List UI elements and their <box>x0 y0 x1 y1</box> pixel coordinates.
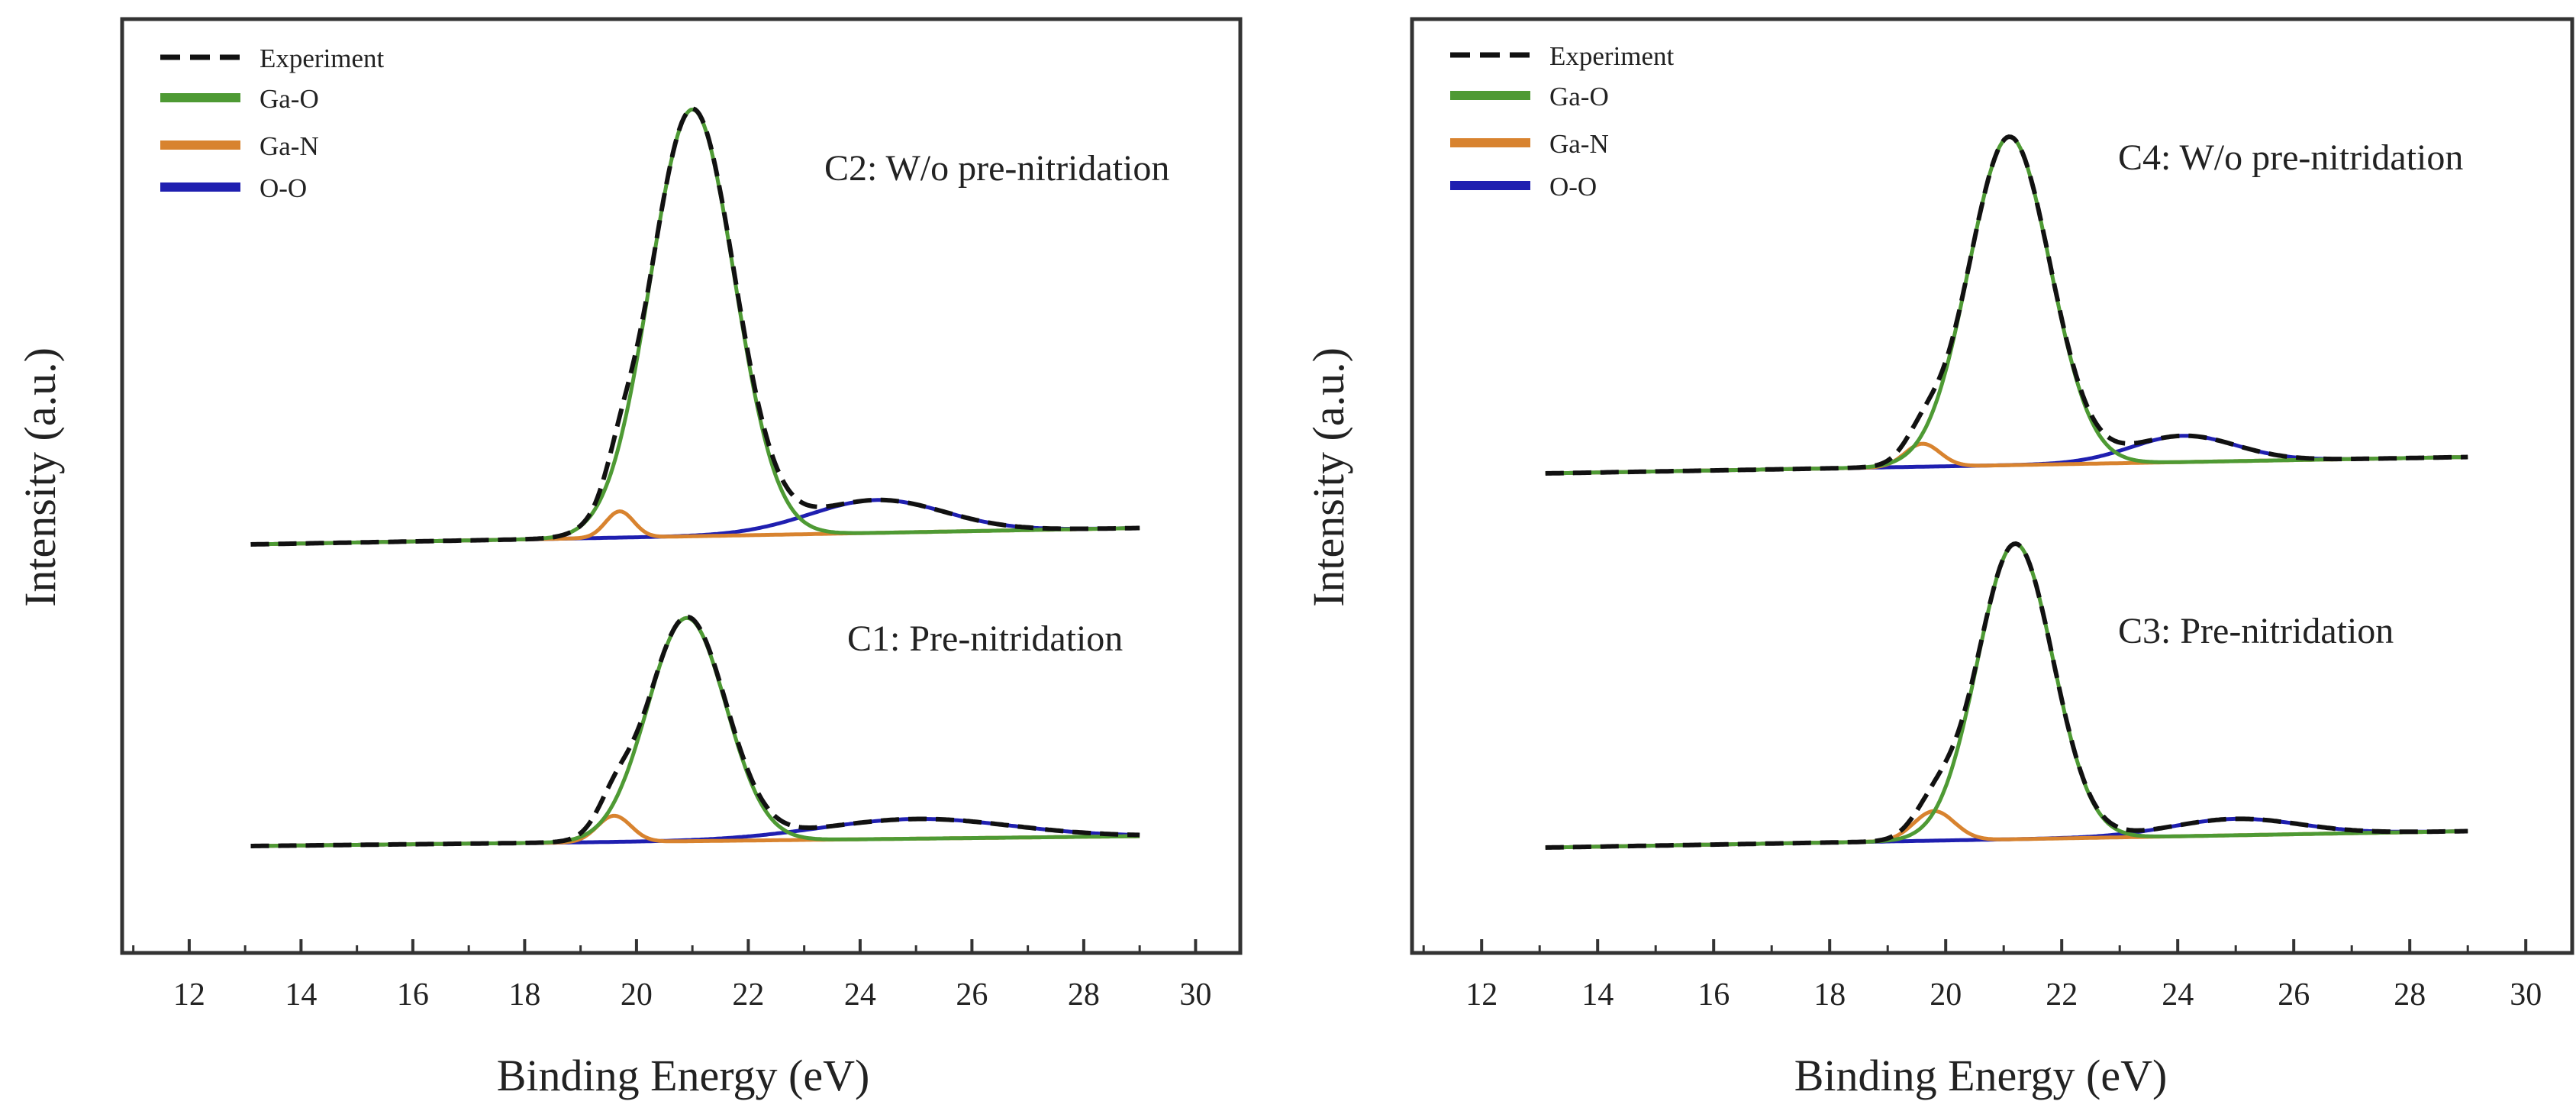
legend-experiment-label: Experiment <box>1549 41 1675 71</box>
x-axis-ticks: 12 14 16 18 20 22 24 26 28 30 <box>1422 939 2542 1012</box>
y-axis-label: Intensity (a.u.) <box>15 347 65 607</box>
x-tick-label: 22 <box>2046 977 2078 1012</box>
x-tick-label: 14 <box>1581 977 1614 1012</box>
spectra-curves <box>250 106 1140 848</box>
legend-ga-o-label: Ga-O <box>260 84 319 114</box>
x-axis-label: Binding Energy (eV) <box>497 1051 870 1100</box>
x-tick-label: 28 <box>1068 977 1100 1012</box>
x-tick-label: 12 <box>1465 977 1498 1012</box>
ga-o-curve <box>1545 134 2468 476</box>
o-o-curve <box>1545 434 2468 476</box>
x-tick-label: 26 <box>2278 977 2310 1012</box>
legend-o-o-label: O-O <box>1549 172 1597 202</box>
ga-n-curve <box>250 509 1140 547</box>
x-tick-label: 18 <box>508 977 540 1012</box>
legend-o-o-label: O-O <box>260 173 307 203</box>
x-tick-label: 24 <box>2162 977 2194 1012</box>
legend-experiment-label: Experiment <box>260 44 385 73</box>
x-tick-label: 22 <box>732 977 764 1012</box>
experiment-curve <box>1545 541 2468 850</box>
x-tick-label: 30 <box>2510 977 2542 1012</box>
x-tick-label: 24 <box>844 977 876 1012</box>
experiment-curve <box>1545 134 2468 476</box>
x-tick-label: 20 <box>1930 977 1962 1012</box>
x-tick-label: 14 <box>285 977 317 1012</box>
x-tick-label: 28 <box>2394 977 2426 1012</box>
experiment-curve <box>250 106 1140 547</box>
legend: Experiment Ga-O Ga-N O-O <box>160 44 385 203</box>
ga-o-curve <box>1545 541 2468 850</box>
legend-ga-o-label: Ga-O <box>1549 82 1609 111</box>
x-tick-label: 16 <box>1697 977 1730 1012</box>
right-panel: Experiment Ga-O Ga-N O-O C4: W/o pre-nit… <box>1304 17 2574 1100</box>
plot-frame <box>1410 17 2574 955</box>
x-tick-label: 20 <box>621 977 653 1012</box>
x-axis-label: Binding Energy (eV) <box>1794 1051 2168 1100</box>
x-tick-label: 18 <box>1814 977 1846 1012</box>
x-tick-label: 12 <box>173 977 205 1012</box>
x-tick-label: 16 <box>397 977 429 1012</box>
y-axis-label: Intensity (a.u.) <box>1304 347 1353 607</box>
experiment-curve <box>250 614 1140 848</box>
annotation-c3: C3: Pre-nitridation <box>2118 611 2394 651</box>
annotation-c1: C1: Pre-nitridation <box>847 618 1123 659</box>
legend-ga-n-label: Ga-N <box>260 131 319 161</box>
legend: Experiment Ga-O Ga-N O-O <box>1450 41 1675 202</box>
plot-frame <box>120 17 1243 955</box>
x-tick-label: 26 <box>956 977 988 1012</box>
left-panel: Experiment Ga-O Ga-N O-O C2: W/o pre-nit… <box>15 17 1243 1100</box>
x-axis-ticks: 12 14 16 18 20 22 24 26 28 30 <box>132 939 1211 1012</box>
annotation-c4: C4: W/o pre-nitridation <box>2118 137 2463 178</box>
spectra-curves <box>1545 134 2468 850</box>
ga-n-curve <box>250 813 1140 848</box>
x-tick-label: 30 <box>1179 977 1211 1012</box>
legend-ga-n-label: Ga-N <box>1549 129 1609 159</box>
annotation-c2: C2: W/o pre-nitridation <box>824 148 1169 189</box>
